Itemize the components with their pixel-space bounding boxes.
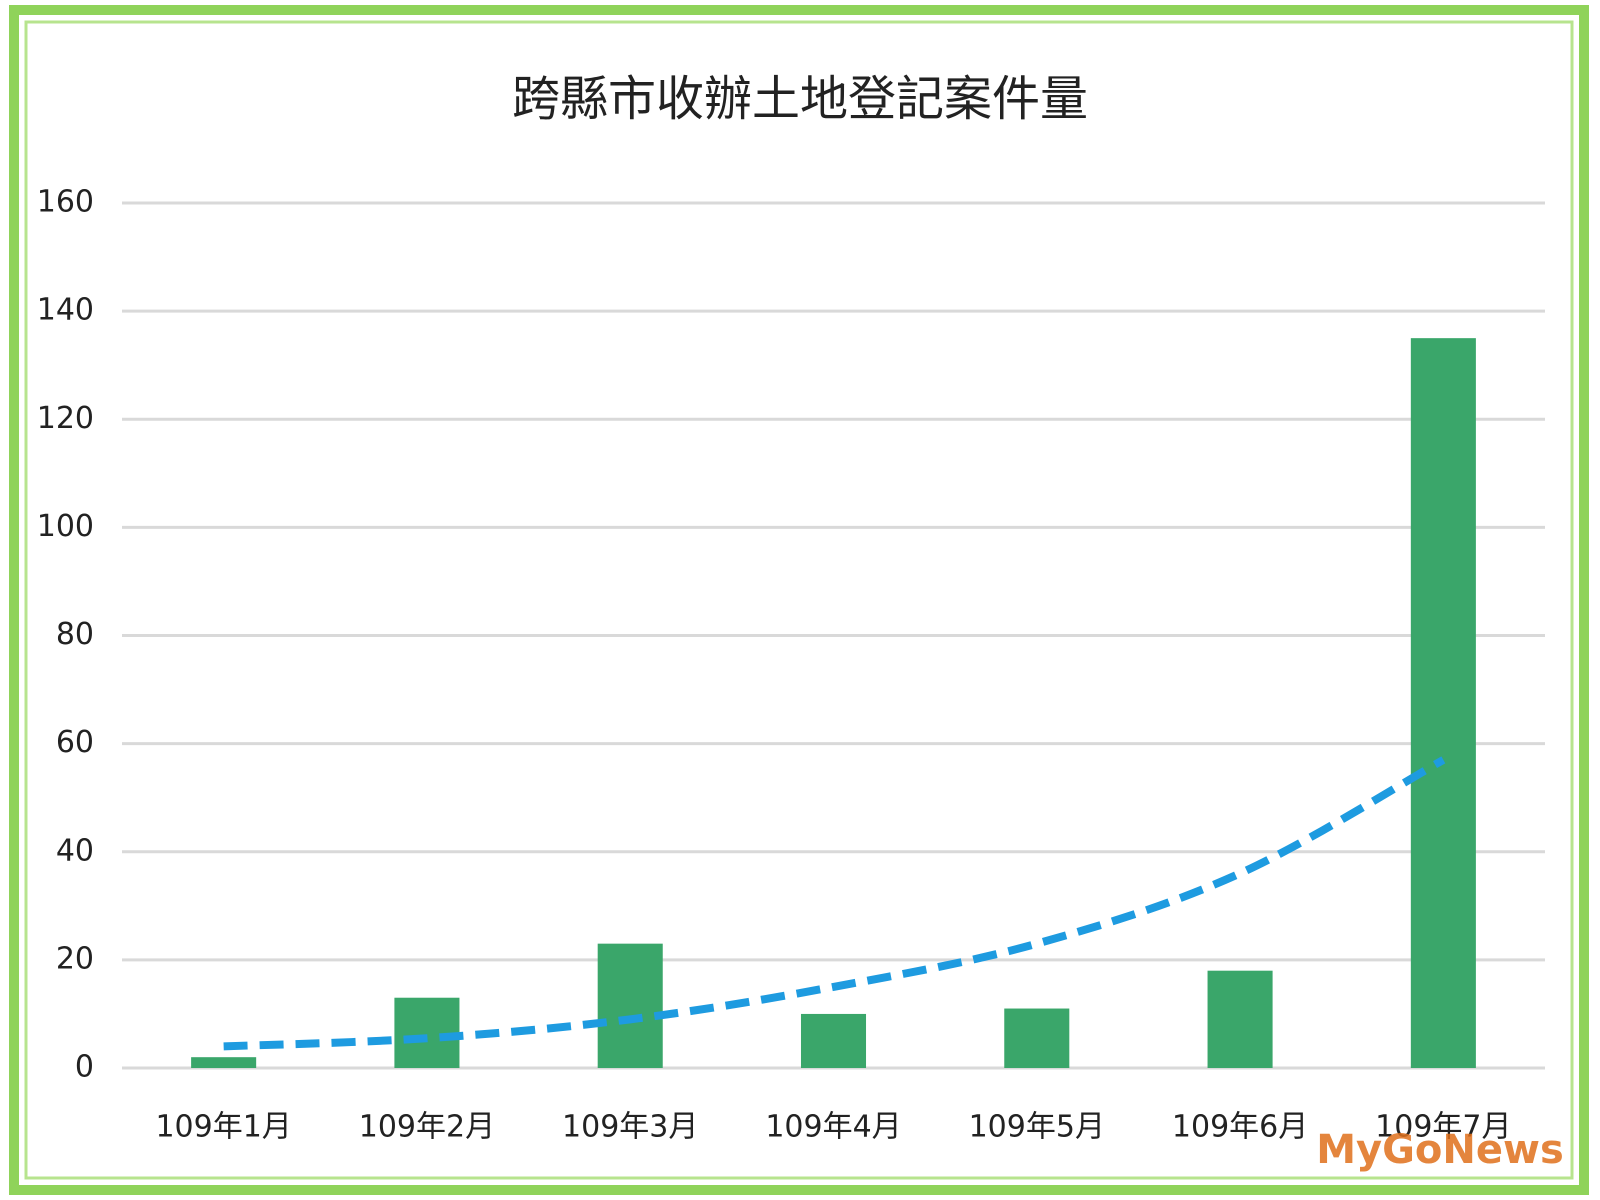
y-tick-label: 120	[37, 401, 94, 436]
inner-border	[24, 20, 1574, 1180]
bar	[1410, 338, 1476, 1068]
y-tick-label: 20	[56, 941, 94, 976]
y-tick-label: 100	[37, 509, 94, 544]
bar	[800, 1013, 867, 1068]
watermark: MyGoNews	[1316, 1127, 1564, 1173]
y-tick-label: 80	[56, 617, 94, 652]
y-tick-label: 40	[56, 833, 94, 868]
bar	[191, 1057, 257, 1068]
outer-border	[9, 5, 1589, 1195]
chart-title: 跨縣市收辦土地登記案件量	[512, 71, 1088, 127]
bar	[597, 943, 663, 1068]
x-tick-label: 109年6月	[1172, 1110, 1308, 1145]
x-tick-label: 109年5月	[969, 1110, 1105, 1145]
x-tick-label: 109年1月	[155, 1110, 291, 1145]
x-tick-label: 109年4月	[765, 1110, 901, 1145]
bar	[1207, 970, 1273, 1068]
x-tick-label: 109年7月	[1375, 1110, 1511, 1145]
y-tick-label: 160	[37, 185, 94, 220]
x-tick-label: 109年3月	[562, 1110, 698, 1145]
y-tick-label: 0	[75, 1050, 94, 1085]
x-tick-label: 109年2月	[359, 1110, 495, 1145]
trendline	[223, 756, 1446, 1051]
y-tick-label: 60	[56, 725, 94, 760]
y-tick-label: 140	[37, 293, 94, 328]
bar	[1004, 1008, 1070, 1068]
